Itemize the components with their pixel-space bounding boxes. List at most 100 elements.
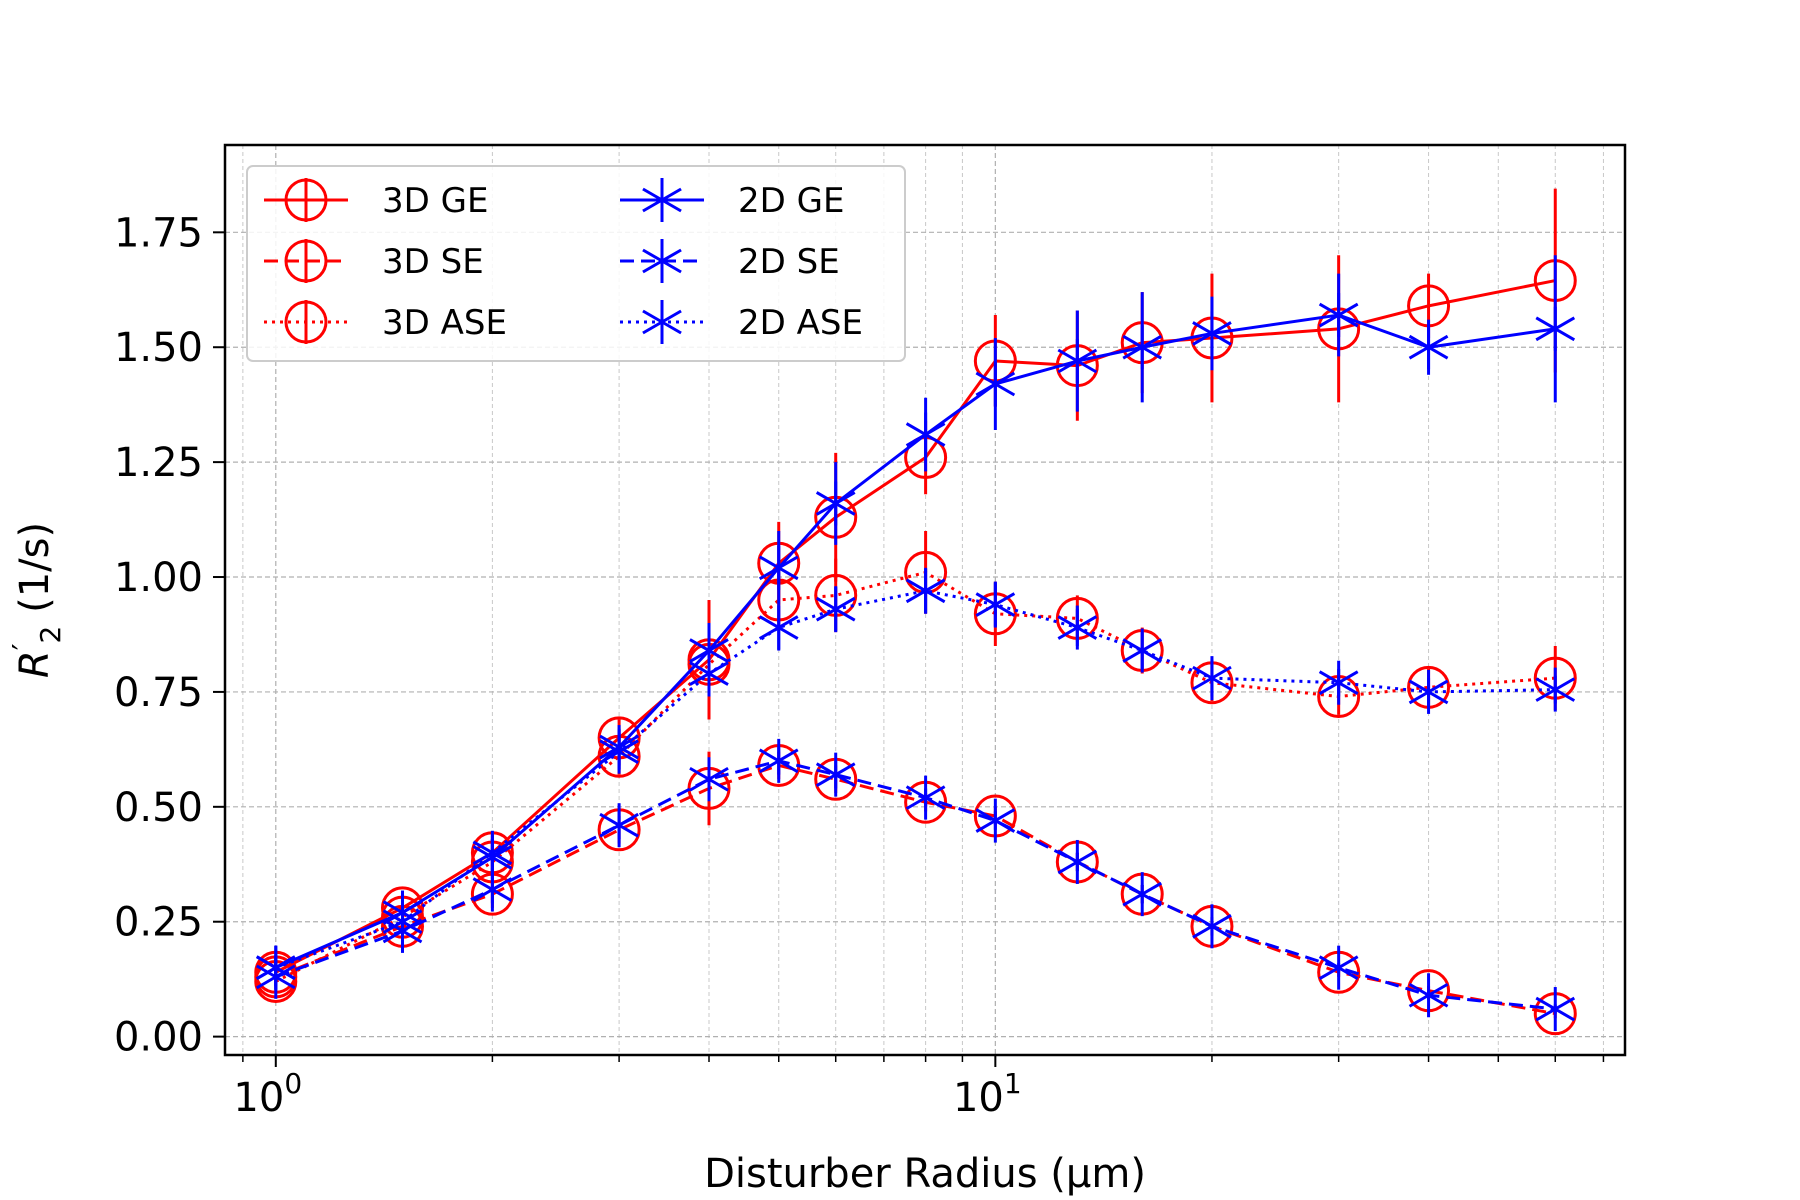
legend-label: 2D SE [738,242,840,282]
star-stroke [599,739,639,764]
legend-label: 3D ASE [382,303,507,343]
data-point [1318,660,1359,705]
star-stroke [1192,321,1232,346]
data-point [599,729,639,774]
y-axis-ticks: 0.00 0.25 0.50 0.75 1.00 1.25 1.50 1.75 [114,210,225,1061]
data-point [1408,325,1449,370]
x-tick-exponent: 1 [1004,1067,1022,1100]
star-stroke [472,877,513,902]
star-stroke [1057,849,1098,875]
data-point [758,605,799,650]
star-stroke [905,578,946,604]
data-point [758,545,799,590]
legend-entry-2d-ge: 2D GE [620,178,844,222]
star-stroke [1057,348,1098,374]
legend-entry-3d-ase: 3D ASE [264,300,507,344]
data-point [599,803,639,848]
legend-box [246,165,906,362]
star-stroke [1192,665,1232,691]
x-tick-label: 100 [233,1067,302,1121]
data-point [1535,306,1576,351]
y-axis-label: R′2 (1/s) [7,522,67,678]
legend-entry-3d-ge: 3D GE [264,178,488,222]
y-tick-label: 1.00 [114,555,203,601]
data-point [975,798,1016,843]
x-tick-base: 10 [233,1075,284,1121]
star-stroke [1192,914,1232,939]
legend-label: 3D SE [382,242,484,282]
data-point [905,568,946,613]
star-stroke [642,187,682,213]
legend-marker [284,178,328,222]
star-stroke [1122,638,1163,663]
data-point [1122,325,1163,370]
star-stroke [975,808,1016,833]
legend-marker [642,178,682,222]
star-stroke [815,596,856,622]
data-point [1192,311,1232,356]
star-stroke [1408,982,1449,1008]
legend-marker [284,239,328,283]
data-point [382,899,423,944]
legend-marker [284,300,328,344]
series-2d-ase [255,567,1576,990]
star-stroke [1122,334,1163,360]
data-point [1192,904,1232,949]
data-point [689,757,729,802]
x-tick-exponent: 0 [284,1067,302,1100]
y-tick-label: 1.50 [114,325,203,371]
star-stroke [1318,670,1359,696]
data-point [758,738,799,783]
x-tick-base: 10 [953,1075,1004,1121]
data-point [905,412,946,457]
legend-label: 2D ASE [738,303,863,343]
star-stroke [689,766,729,792]
legend-label: 3D GE [382,181,488,221]
star-stroke [1408,334,1449,360]
star-stroke [975,592,1016,617]
y-axis-label-subscript: 2 [34,626,67,644]
star-stroke [758,615,799,640]
star-stroke [975,371,1016,397]
legend: 3D GE 3D SE 3D ASE 2D GE 2D SE 2D ASE [246,165,906,362]
star-stroke [815,491,856,516]
star-stroke [642,309,682,335]
y-axis-label-prime: ′ [7,643,42,650]
data-point [815,481,856,526]
star-stroke [1057,615,1098,640]
x-tick-label: 101 [953,1067,1022,1121]
data-point [1408,669,1449,714]
y-tick-label: 1.75 [114,210,203,256]
data-point [1192,656,1232,701]
star-stroke [472,840,513,866]
star-stroke [255,955,296,980]
legend-label: 2D GE [738,181,844,221]
star-stroke [1535,677,1576,702]
data-point [975,361,1016,406]
series-layer [254,188,1577,1036]
y-tick-label: 1.25 [114,440,203,486]
data-point [905,775,946,820]
data-point [975,582,1016,627]
star-stroke [1535,316,1576,342]
x-axis-ticks: 100 101 [233,1055,1605,1121]
data-point [1122,872,1163,917]
data-point [472,867,513,912]
star-stroke [1318,302,1359,328]
data-point [689,651,729,696]
data-point [1057,339,1098,384]
data-point [1318,293,1359,338]
star-stroke [642,248,682,274]
data-point [1057,605,1098,650]
star-stroke [905,422,946,447]
legend-marker [642,239,682,283]
y-axis-label-units: (1/s) [12,522,58,626]
data-point [472,830,513,875]
legend-entry-2d-ase: 2D ASE [620,300,863,344]
star-stroke [1318,955,1359,980]
data-point [1535,987,1576,1032]
y-tick-label: 0.75 [114,670,203,716]
star-stroke [905,785,946,810]
data-point [1408,973,1449,1018]
